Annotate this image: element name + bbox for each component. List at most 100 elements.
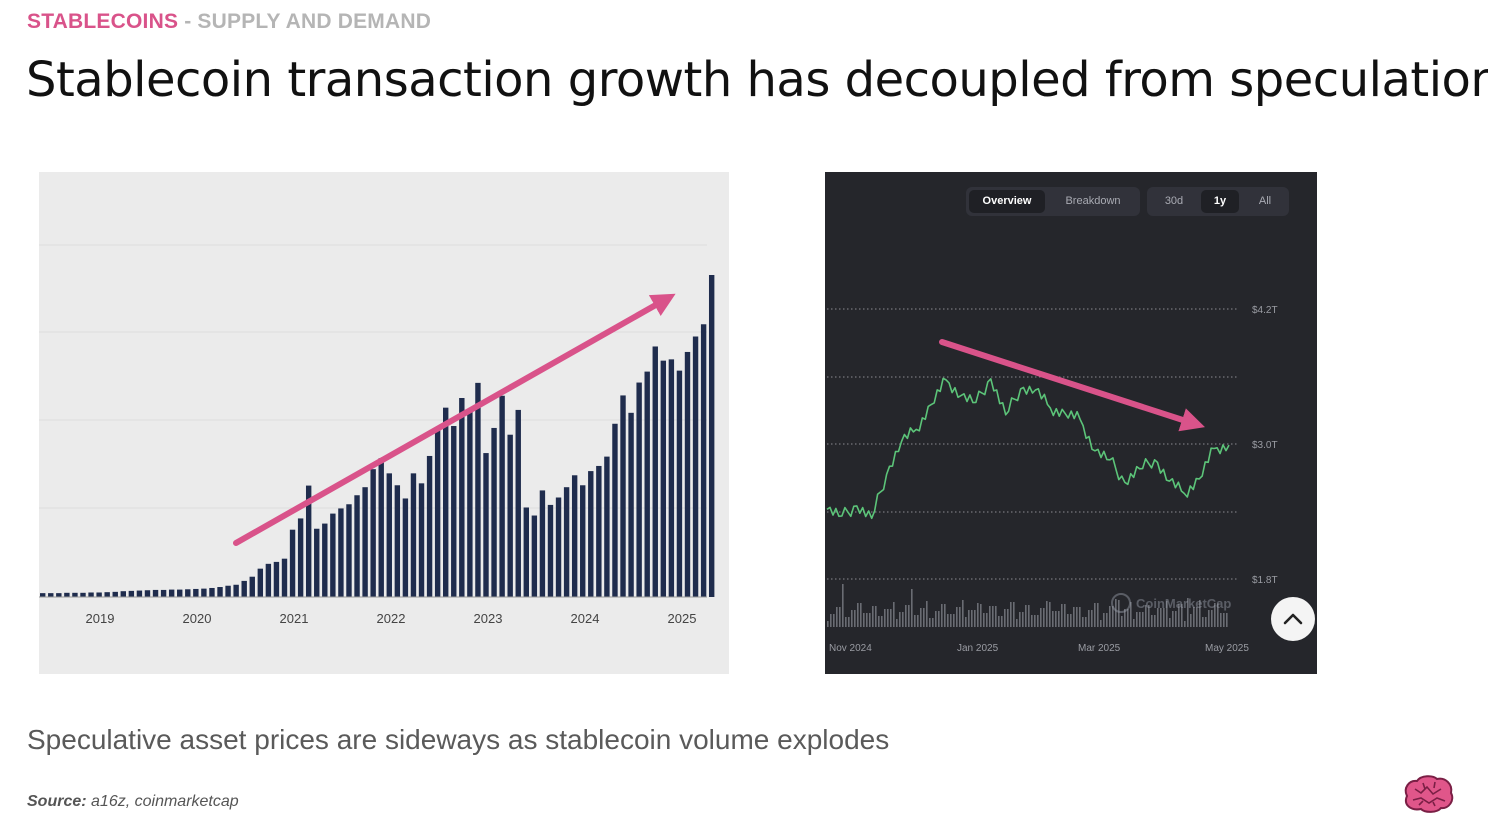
volume-bar xyxy=(177,589,183,597)
market-cap-chart-svg: $1.8T $3.0T $4.2T Nov 2024 Jan 2025 Mar 2025 M… xyxy=(826,305,1278,654)
volume-bar xyxy=(926,601,928,627)
volume-bar xyxy=(1034,615,1036,627)
volume-bar xyxy=(48,593,54,597)
volume-bar xyxy=(857,603,859,627)
source-text: a16z, coinmarketcap xyxy=(86,793,239,810)
scroll-to-top-button[interactable] xyxy=(1271,597,1315,641)
volume-bar xyxy=(992,606,994,627)
volume-bar xyxy=(499,395,505,597)
volume-bar xyxy=(265,563,272,597)
volume-bar xyxy=(289,529,296,597)
volume-bar xyxy=(905,605,907,627)
volume-bar xyxy=(1205,617,1207,627)
market-cap-chart: Overview Breakdown 30d 1y All $1.8T $3.0T… xyxy=(825,172,1317,674)
volume-bar xyxy=(152,589,159,597)
range-all[interactable]: All xyxy=(1258,195,1272,207)
volume-bar xyxy=(249,576,255,597)
volume-bar xyxy=(863,613,865,627)
volume-bar xyxy=(1076,607,1078,627)
range-1y[interactable]: 1y xyxy=(1201,190,1239,213)
volume-bar xyxy=(539,490,546,597)
volume-bar xyxy=(201,588,207,597)
eyebrow-highlight: STABLECOINS xyxy=(27,10,179,33)
transaction-volume-chart: 2019 2020 2021 2022 2023 2024 2025 xyxy=(39,172,729,674)
volume-bar xyxy=(1055,611,1057,627)
volume-bar xyxy=(185,589,191,597)
volume-bar xyxy=(968,610,970,627)
volume-bar xyxy=(866,613,868,627)
volume-bar xyxy=(1007,609,1009,627)
volume-bar xyxy=(1202,617,1204,627)
volume-bar xyxy=(1106,613,1108,627)
volume-bar xyxy=(881,616,883,627)
brain-logo xyxy=(1401,774,1455,819)
volume-bar xyxy=(644,371,650,597)
volume-bar xyxy=(1199,600,1201,627)
volume-bar xyxy=(899,612,901,627)
volume-bar xyxy=(932,618,934,627)
volume-bar xyxy=(676,370,683,597)
volume-bar xyxy=(1118,600,1120,627)
tab-breakdown[interactable]: Breakdown xyxy=(1065,195,1121,207)
x-tick-label: 2024 xyxy=(571,611,600,626)
volume-bar xyxy=(96,592,102,597)
volume-bar xyxy=(962,600,964,627)
volume-bar xyxy=(1211,610,1213,627)
volume-bar xyxy=(1079,607,1081,627)
volume-bar xyxy=(914,615,916,627)
volume-bar xyxy=(273,561,280,597)
volume-bar xyxy=(217,587,223,597)
x-tick-label: 2021 xyxy=(280,611,309,626)
volume-bar xyxy=(370,469,376,597)
volume-bar xyxy=(160,589,167,597)
volume-bar xyxy=(281,558,288,597)
volume-bar xyxy=(314,528,320,597)
volume-bar xyxy=(1013,602,1015,627)
volume-bar xyxy=(854,610,856,627)
range-30d[interactable]: 30d xyxy=(1164,195,1184,207)
volume-bar xyxy=(588,471,594,597)
volume-bar xyxy=(938,611,940,627)
volume-bar xyxy=(1172,611,1174,627)
volume-bar xyxy=(338,508,344,597)
volume-bar xyxy=(1040,608,1042,627)
volume-bar xyxy=(72,592,78,597)
x-tick-label: Mar 2025 xyxy=(1078,643,1121,654)
chart-caption: Speculative asset prices are sideways as… xyxy=(27,724,890,755)
volume-bar xyxy=(971,610,973,627)
view-tabs: Overview Breakdown xyxy=(966,187,1140,216)
volume-bar xyxy=(1166,601,1168,627)
volume-bar xyxy=(1085,617,1087,627)
volume-bar xyxy=(1193,607,1195,627)
page-title: Stablecoin transaction growth has decoup… xyxy=(26,52,1488,108)
volume-bar xyxy=(684,351,691,597)
volume-bar xyxy=(1058,611,1060,627)
volume-bar xyxy=(1148,605,1150,627)
volume-bar xyxy=(128,590,135,597)
volume-bar xyxy=(848,617,850,627)
tab-overview[interactable]: Overview xyxy=(969,190,1045,213)
volume-bar xyxy=(845,617,847,627)
volume-bar xyxy=(112,591,118,597)
volume-bar xyxy=(1130,602,1132,627)
volume-bar xyxy=(1142,612,1144,627)
volume-bar xyxy=(652,346,658,597)
x-tick-label: 2025 xyxy=(668,611,697,626)
volume-bar xyxy=(692,336,699,597)
x-tick-label: Nov 2024 xyxy=(829,643,872,654)
volume-bar xyxy=(426,455,433,597)
volume-bar xyxy=(467,411,473,597)
volume-bar xyxy=(1214,603,1216,627)
volume-bar xyxy=(839,607,841,627)
volume-bar xyxy=(193,588,199,597)
volume-bar xyxy=(1220,613,1222,627)
volume-bar xyxy=(983,613,985,627)
volume-bar xyxy=(402,498,409,597)
volume-bar xyxy=(1160,608,1162,627)
volume-bar xyxy=(851,610,853,627)
volume-bar xyxy=(144,590,151,597)
volume-bar xyxy=(1100,620,1102,627)
volume-bar xyxy=(1025,605,1027,627)
volume-bar xyxy=(1184,621,1186,627)
volume-bar xyxy=(168,589,175,597)
